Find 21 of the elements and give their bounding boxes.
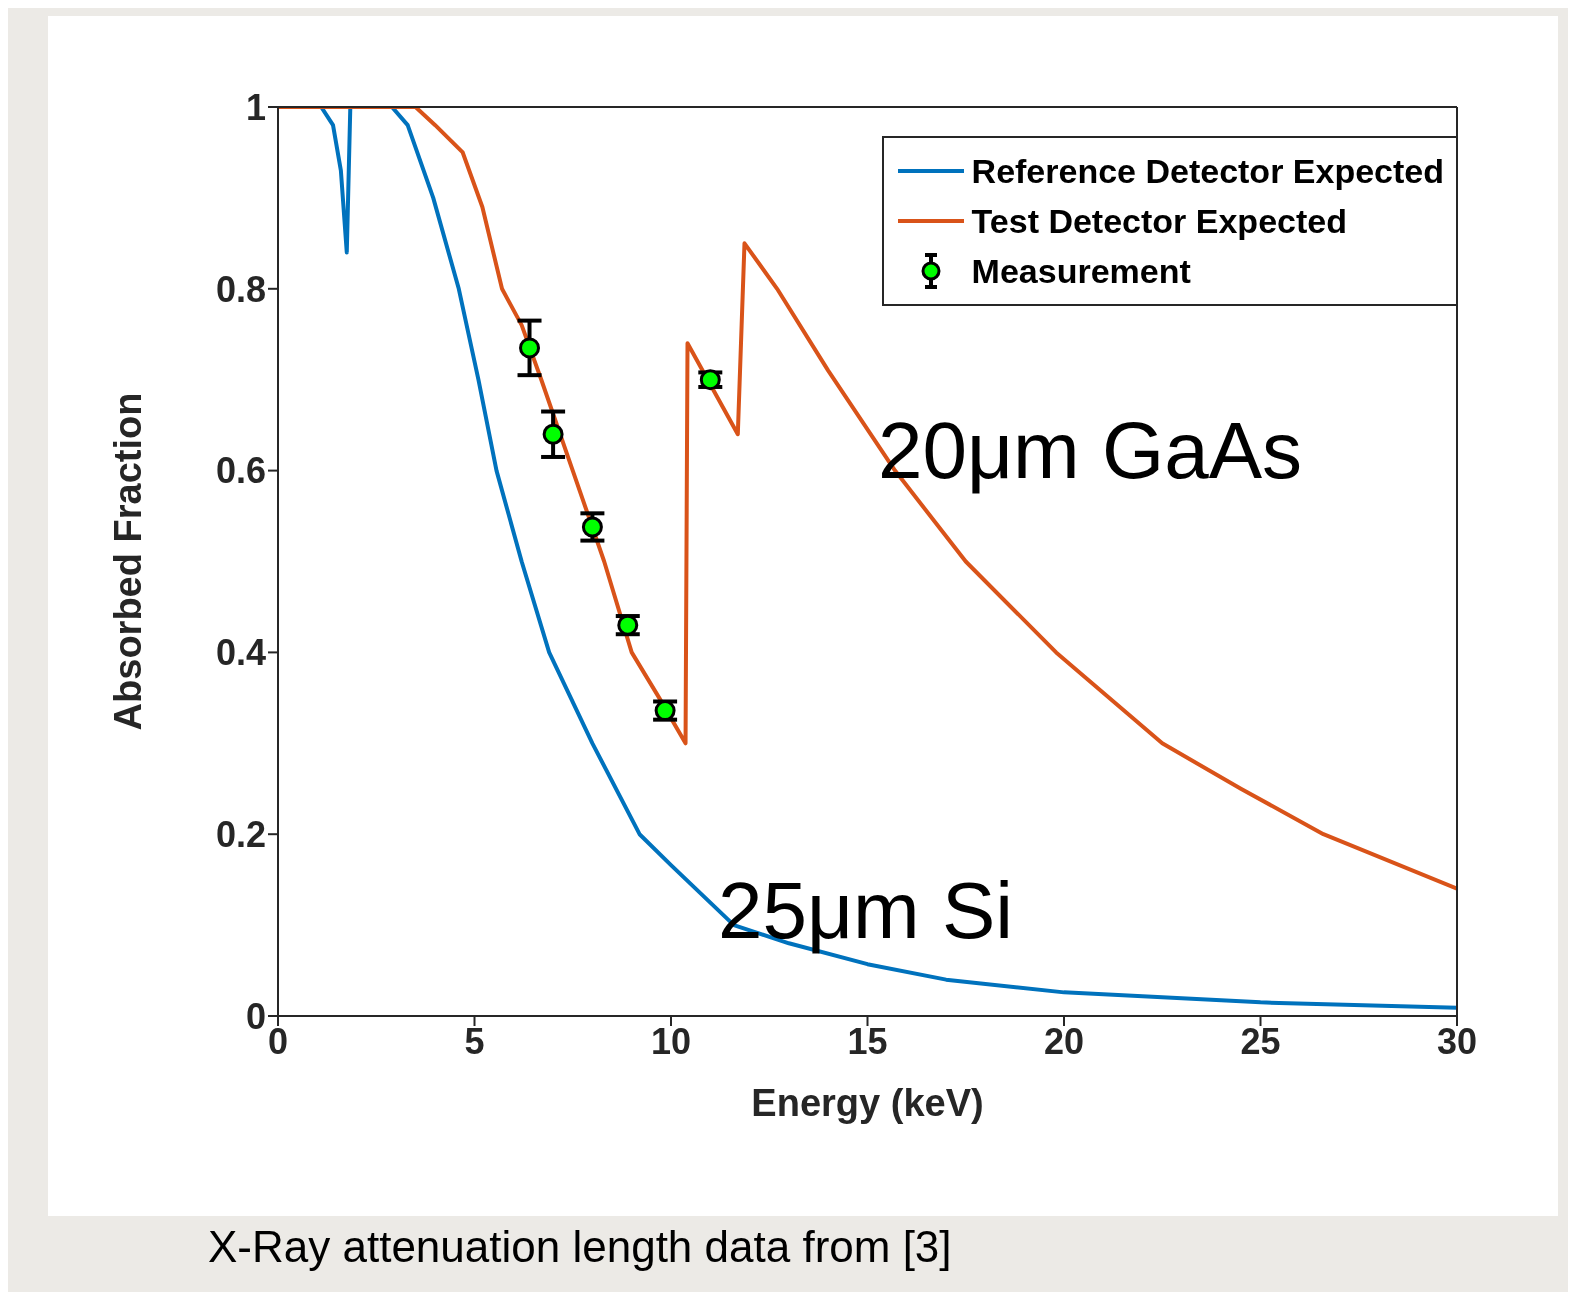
- x-tick-label: 30: [1436, 1020, 1478, 1062]
- annotation: 20μm GaAs: [878, 406, 1303, 495]
- point: [519, 337, 541, 359]
- point: [542, 423, 564, 445]
- y-tick-label: 0.2: [215, 813, 266, 855]
- x-tick-label: 15: [847, 1020, 888, 1062]
- x-tick-label: 20: [1043, 1020, 1085, 1062]
- x-tick-label: 25: [1240, 1020, 1281, 1062]
- y-tick-label: 1: [245, 86, 266, 128]
- y-tick-label: 0.4: [215, 632, 266, 674]
- y-tick-label: 0.6: [215, 450, 266, 492]
- x-tick-label: 10: [650, 1020, 692, 1062]
- legend-label: Reference Detector Expected: [971, 151, 1444, 191]
- text: X-Ray attenuation length data from [3]: [208, 1222, 953, 1272]
- x-tick-label: 5: [464, 1020, 485, 1062]
- legend-label: Test Detector Expected: [971, 201, 1347, 241]
- legend-label: Measurement: [971, 251, 1191, 291]
- x-axis-title: Energy (keV): [751, 1082, 984, 1124]
- annotation: 25μm Si: [718, 866, 1014, 955]
- y-tick-label: 0.8: [215, 268, 266, 310]
- y-axis-title: Absorbed Fraction: [107, 392, 150, 731]
